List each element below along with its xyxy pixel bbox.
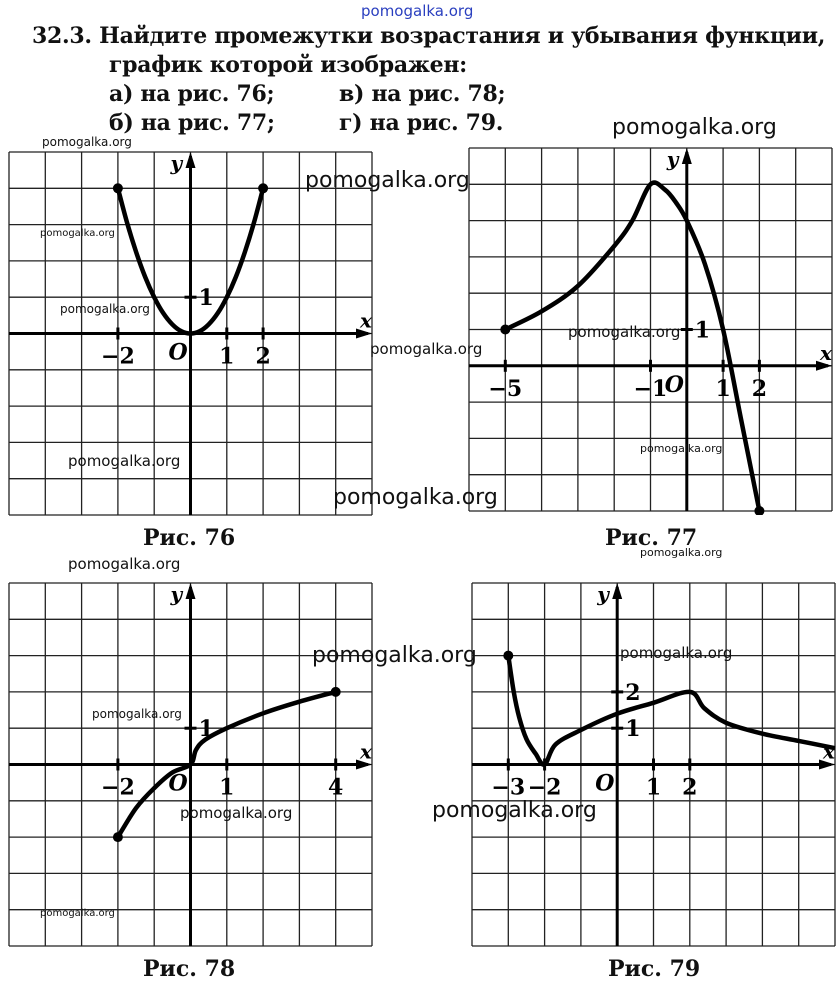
- caption-fig-76: Рис. 76: [143, 525, 236, 551]
- x-tick-label: 4: [328, 774, 343, 800]
- figure-79-graph: xyO−3 −2 1 212: [471, 582, 836, 947]
- watermark: pomogalka.org: [568, 323, 681, 341]
- y-axis-arrow-icon: [681, 148, 692, 165]
- y-axis-label: y: [596, 582, 610, 606]
- function-curve: [505, 654, 836, 767]
- origin-label: O: [665, 372, 684, 398]
- x-tick-label: 2: [255, 343, 270, 369]
- watermark: pomogalka.org: [68, 452, 181, 470]
- y-axis-label: y: [169, 582, 183, 606]
- endpoint-dot: [500, 324, 511, 335]
- origin-label: O: [168, 770, 187, 796]
- task-number: 32.3.: [32, 23, 92, 49]
- endpoint-dot: [503, 650, 514, 661]
- figure-77-graph: xyO−5 −1 1 21: [468, 147, 833, 516]
- x-tick-label: 1: [219, 343, 234, 369]
- x-tick-label: −2: [101, 343, 135, 369]
- task-item-b: б) на рис. 77;: [109, 110, 275, 136]
- x-axis-arrow-icon: [355, 328, 372, 338]
- x-tick-label: −1: [634, 376, 668, 402]
- figure-78-graph: xyO−2 1 41: [7, 582, 373, 947]
- watermark: pomogalka.org: [370, 340, 483, 358]
- x-tick-label: 1: [219, 774, 234, 800]
- x-tick-label: 1: [716, 376, 731, 402]
- watermark: pomogalka.org: [620, 644, 733, 662]
- origin-label: O: [168, 339, 187, 365]
- x-axis-arrow-icon: [816, 360, 833, 371]
- x-axis-label: x: [822, 739, 836, 763]
- watermark: pomogalka.org: [640, 442, 723, 455]
- y-axis-label: y: [666, 147, 680, 171]
- watermark: pomogalka.org: [312, 643, 477, 668]
- figure-76-graph: xyO−2 1 21: [7, 151, 373, 516]
- function-curve: [115, 689, 336, 838]
- endpoint-dot: [754, 506, 765, 516]
- function-curve: [115, 187, 265, 336]
- watermark: pomogalka.org: [40, 908, 115, 919]
- y-axis-arrow-icon: [611, 582, 622, 599]
- y-axis-label: y: [169, 151, 183, 175]
- header-watermark[interactable]: pomogalka.org: [361, 2, 474, 20]
- watermark: pomogalka.org: [180, 804, 293, 822]
- caption-fig-77: Рис. 77: [605, 525, 698, 551]
- x-tick-label: 1: [646, 774, 661, 800]
- x-axis-label: x: [359, 308, 373, 332]
- y-tick-label: 1: [695, 318, 710, 344]
- x-tick-label: −2: [528, 774, 562, 800]
- x-tick-label: −2: [101, 774, 135, 800]
- x-tick-label: 2: [682, 774, 697, 800]
- x-tick-label: −3: [491, 774, 525, 800]
- watermark: pomogalka.org: [42, 135, 132, 149]
- task-item-g: г) на рис. 79.: [339, 110, 504, 136]
- x-axis-arrow-icon: [355, 759, 372, 769]
- endpoint-dot: [257, 182, 268, 193]
- watermark: pomogalka.org: [60, 302, 150, 316]
- endpoint-dot: [330, 686, 341, 697]
- task-text: 32.3. Найдите промежутки возрастания и у…: [32, 22, 839, 138]
- caption-fig-79: Рис. 79: [608, 956, 701, 982]
- watermark: pomogalka.org: [40, 228, 115, 239]
- watermark: pomogalka.org: [333, 485, 498, 510]
- watermark: pomogalka.org: [305, 168, 470, 193]
- watermark: pomogalka.org: [640, 546, 723, 559]
- task-item-a: а) на рис. 76;: [109, 81, 275, 107]
- watermark: pomogalka.org: [612, 115, 777, 140]
- function-curve: [504, 180, 762, 512]
- y-axis-arrow-icon: [185, 151, 195, 168]
- y-axis-arrow-icon: [185, 582, 195, 599]
- watermark: pomogalka.org: [92, 707, 182, 721]
- y-tick-label: 1: [198, 285, 213, 311]
- origin-label: O: [595, 770, 614, 796]
- x-tick-label: −5: [489, 376, 523, 402]
- x-axis-arrow-icon: [818, 759, 835, 769]
- x-tick-label: 2: [752, 376, 767, 402]
- x-axis-label: x: [819, 341, 833, 365]
- x-axis-label: x: [359, 739, 373, 763]
- watermark: pomogalka.org: [68, 555, 181, 573]
- task-item-v: в) на рис. 78;: [339, 81, 506, 107]
- endpoint-dot: [112, 182, 123, 193]
- caption-fig-78: Рис. 78: [143, 956, 236, 982]
- y-tick-label: 2: [625, 679, 640, 705]
- task-line-1: Найдите промежутки возрастания и убывани…: [99, 23, 826, 49]
- y-tick-label: 1: [625, 716, 640, 742]
- task-line-2: график которой изображен:: [109, 52, 468, 78]
- watermark: pomogalka.org: [432, 798, 597, 823]
- endpoint-dot: [112, 831, 123, 842]
